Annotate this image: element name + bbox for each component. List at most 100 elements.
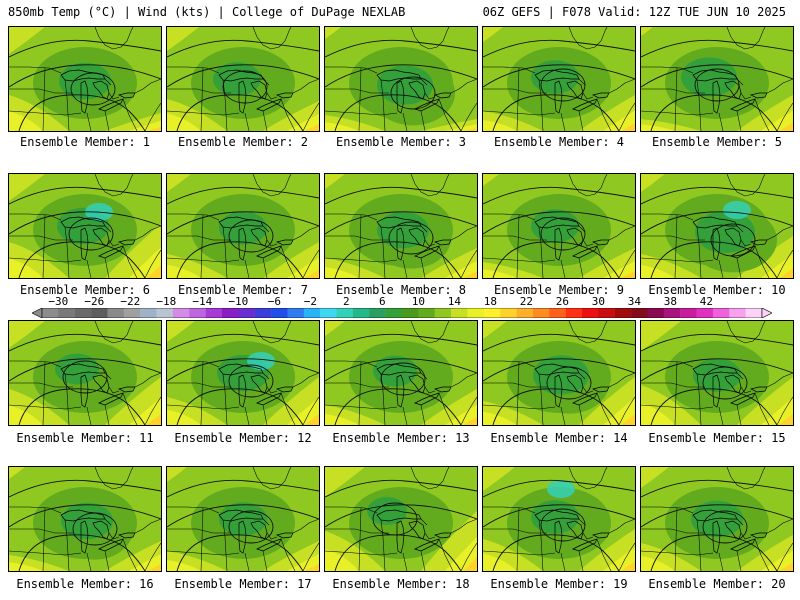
colorbar-segment: [238, 308, 255, 318]
colorbar-tick-label: 38: [663, 295, 677, 308]
colorbar-segment: [549, 308, 566, 318]
ensemble-member-map: [324, 26, 478, 132]
colorbar-segment: [222, 308, 239, 318]
colorbar-tick-label: −14: [192, 295, 213, 308]
colorbar-left-arrow: [32, 308, 43, 318]
colorbar-segment: [369, 308, 386, 318]
colorbar-segment: [614, 308, 632, 318]
ensemble-member-map: [8, 26, 162, 132]
ensemble-member-caption: Ensemble Member: 4: [493, 135, 625, 149]
colorbar-segment: [254, 308, 272, 318]
colorbar-segment: [532, 308, 550, 318]
colorbar-segment: [271, 308, 288, 318]
colorbar-segment: [140, 308, 157, 318]
ensemble-member-caption: Ensemble Member: 16: [16, 577, 154, 591]
ensemble-member-map: [324, 173, 478, 279]
ensemble-member-caption: Ensemble Member: 3: [335, 135, 467, 149]
ensemble-member-caption: Ensemble Member: 15: [648, 431, 786, 445]
ensemble-member-caption: Ensemble Member: 17: [174, 577, 312, 591]
colorbar-segment: [483, 308, 501, 318]
colorbar-segment: [172, 308, 190, 318]
ensemble-member-map: [166, 320, 320, 426]
ensemble-member-map: [8, 320, 162, 426]
colorbar-segment: [696, 308, 714, 318]
colorbar-tick-label: −22: [120, 295, 141, 308]
ensemble-member-map: [640, 173, 794, 279]
colorbar-right-arrow: [761, 308, 772, 318]
colorbar-segment: [352, 308, 370, 318]
colorbar-segment: [745, 308, 763, 318]
colorbar-tick-label: −26: [84, 295, 105, 308]
colorbar-tick-label: 42: [699, 295, 713, 308]
colorbar-segment: [680, 308, 697, 318]
colorbar-tick-label: −10: [228, 295, 249, 308]
temperature-colorbar: [32, 308, 772, 318]
run-info: 06Z GEFS | F078 Valid: 12Z TUE JUN 10 20…: [482, 5, 786, 19]
colorbar-segment: [336, 308, 354, 318]
colorbar-segment: [516, 308, 534, 318]
colorbar-tick-label: −18: [156, 295, 177, 308]
ensemble-member-map: [8, 466, 162, 572]
ensemble-member-map: [640, 26, 794, 132]
ensemble-member-caption: Ensemble Member: 20: [648, 577, 786, 591]
ensemble-member-caption: Ensemble Member: 18: [332, 577, 470, 591]
colorbar-segment: [500, 308, 517, 318]
colorbar-segment: [418, 308, 435, 318]
colorbar-segment: [434, 308, 452, 318]
colorbar-segment: [205, 308, 223, 318]
colorbar-tick-label: 22: [519, 295, 533, 308]
colorbar-segment: [565, 308, 583, 318]
colorbar-segment: [712, 308, 730, 318]
colorbar-tick-label: 26: [555, 295, 569, 308]
ensemble-member-caption: Ensemble Member: 12: [174, 431, 312, 445]
colorbar-tick-label: 18: [483, 295, 497, 308]
ensemble-member-caption: Ensemble Member: 2: [177, 135, 309, 149]
ensemble-member-map: [640, 466, 794, 572]
ensemble-member-caption: Ensemble Member: 11: [16, 431, 154, 445]
ensemble-member-map: [8, 173, 162, 279]
ensemble-member-caption: Ensemble Member: 6: [19, 283, 151, 297]
ensemble-member-caption: Ensemble Member: 1: [19, 135, 151, 149]
colorbar-segment: [42, 308, 59, 318]
chart-title: 850mb Temp (°C) | Wind (kts) | College o…: [8, 5, 406, 19]
colorbar-segment: [189, 308, 206, 318]
colorbar-segment: [631, 308, 648, 318]
colorbar-tick-label: 30: [591, 295, 605, 308]
ensemble-member-map: [166, 26, 320, 132]
ensemble-member-map: [482, 173, 636, 279]
colorbar-segment: [467, 308, 485, 318]
colorbar-segment: [123, 308, 141, 318]
ensemble-member-caption: Ensemble Member: 7: [177, 283, 309, 297]
ensemble-member-map: [482, 26, 636, 132]
colorbar-segment: [402, 308, 419, 318]
ensemble-member-map: [482, 320, 636, 426]
colorbar-segment: [107, 308, 125, 318]
ensemble-member-map: [324, 320, 478, 426]
colorbar-segment: [156, 308, 174, 318]
colorbar-segment: [663, 308, 681, 318]
colorbar-tick-label: 2: [343, 295, 350, 308]
colorbar-segment: [91, 308, 108, 318]
colorbar-segment: [451, 308, 468, 318]
ensemble-member-map: [324, 466, 478, 572]
colorbar-segment: [320, 308, 337, 318]
colorbar-segment: [729, 308, 746, 318]
ensemble-member-caption: Ensemble Member: 9: [493, 283, 625, 297]
colorbar-segment: [582, 308, 599, 318]
ensemble-member-caption: Ensemble Member: 19: [490, 577, 628, 591]
colorbar-tick-label: −2: [303, 295, 317, 308]
colorbar-tick-label: 14: [447, 295, 461, 308]
ensemble-member-map: [166, 173, 320, 279]
colorbar-segment: [287, 308, 305, 318]
ensemble-member-map: [166, 466, 320, 572]
ensemble-member-caption: Ensemble Member: 5: [651, 135, 783, 149]
ensemble-member-caption: Ensemble Member: 10: [648, 283, 786, 297]
ensemble-member-map: [482, 466, 636, 572]
colorbar-segment: [74, 308, 92, 318]
colorbar-segment: [647, 308, 665, 318]
colorbar-tick-label: 10: [411, 295, 425, 308]
colorbar-tick-label: −6: [267, 295, 281, 308]
ensemble-member-map: [640, 320, 794, 426]
ensemble-member-caption: Ensemble Member: 14: [490, 431, 628, 445]
colorbar-segment: [303, 308, 321, 318]
